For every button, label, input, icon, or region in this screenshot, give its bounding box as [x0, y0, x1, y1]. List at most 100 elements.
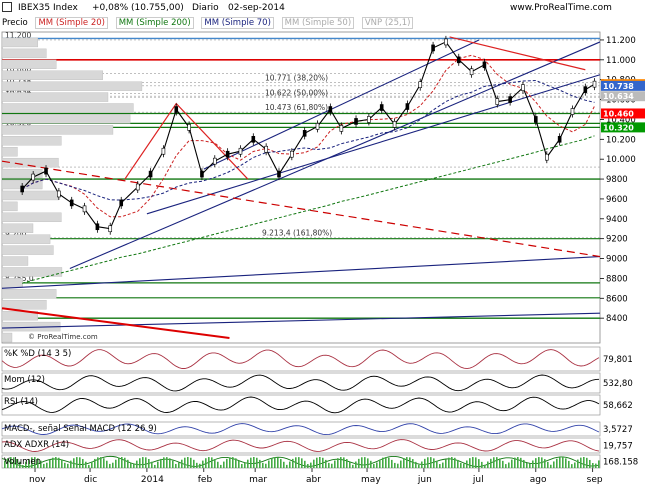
- y-tick-label: 9200: [606, 235, 628, 245]
- volume-bar: [598, 460, 600, 468]
- price-candle-body: [418, 81, 423, 88]
- price-candle-body: [379, 104, 384, 111]
- volume-profile-bar: [1, 48, 47, 59]
- price-candle-body: [200, 170, 204, 178]
- volume-bar: [193, 459, 195, 468]
- volume-bar: [61, 459, 63, 468]
- volume-bar: [382, 457, 384, 468]
- volume-bar: [376, 462, 378, 468]
- volume-bar: [91, 461, 93, 468]
- legend-mm70[interactable]: MM (Simple 70): [201, 17, 274, 29]
- volume-bar: [481, 461, 483, 468]
- indicator-label: Volumen: [4, 457, 41, 467]
- volume-bar: [499, 458, 501, 468]
- volume-bar: [262, 462, 264, 468]
- price-tag-label: 10.634: [603, 92, 634, 101]
- x-tick-label: jun: [417, 475, 432, 485]
- volume-bar: [160, 458, 162, 468]
- volume-profile-bar: [1, 256, 29, 266]
- volume-bar: [340, 457, 342, 468]
- volume-profile-bar: [1, 37, 39, 48]
- chart-header: IBEX35 Index +0,08% (10.755,00) Diario 0…: [0, 0, 650, 341]
- y-tick-label: 11.200: [606, 36, 636, 46]
- volume-bar: [292, 458, 294, 468]
- volume-bar: [307, 464, 309, 468]
- price-candle-body: [521, 84, 525, 91]
- volume-bar: [49, 459, 51, 468]
- volume-profile-bar: [1, 59, 57, 69]
- volume-bar: [439, 464, 441, 468]
- y-tick-label: 10.200: [606, 135, 636, 145]
- volume-bar: [223, 461, 225, 468]
- price-candle-body: [339, 125, 344, 132]
- volume-bar: [523, 459, 525, 468]
- legend-mm50[interactable]: MM (Simple 50): [281, 17, 355, 29]
- price-candle-body: [354, 118, 358, 125]
- volume-bar: [286, 464, 288, 468]
- volume-bar: [34, 457, 36, 468]
- volume-bar: [484, 464, 486, 468]
- volume-profile-bar: [1, 168, 43, 179]
- volume-bar: [124, 457, 126, 468]
- price-candle-body: [20, 185, 24, 193]
- volume-bar: [169, 458, 171, 468]
- volume-bar: [244, 462, 246, 468]
- y-tick-label: 9400: [606, 215, 628, 225]
- legend-vnp[interactable]: VNP (25,1): [361, 17, 414, 29]
- volume-bar: [508, 462, 510, 468]
- legend-mm200[interactable]: MM (Simple 200): [115, 17, 194, 29]
- y-tick-label: 10.000: [606, 155, 636, 165]
- price-candle-body: [264, 145, 268, 153]
- indicator-pane-5: ADX ADXR (14) 19,757: [1, 437, 647, 454]
- price-candle-body: [44, 167, 48, 175]
- volume-bar: [355, 461, 357, 468]
- volume-bar: [103, 458, 105, 468]
- volume-bar: [19, 461, 21, 468]
- volume-bar: [226, 458, 228, 468]
- mm70-line: [21, 79, 595, 201]
- volume-bar: [301, 458, 303, 468]
- price-candle-body: [31, 173, 35, 181]
- price-candle-body: [251, 136, 256, 143]
- price-candle-body: [315, 123, 320, 130]
- volume-profile-bar: [1, 245, 54, 255]
- indicator-value: 58,662: [603, 401, 633, 411]
- indicator-value-box: [601, 440, 647, 451]
- volume-bar: [412, 459, 414, 468]
- indicator-line: [1, 423, 600, 436]
- volume-bar: [256, 457, 258, 468]
- volume-bar: [394, 462, 396, 468]
- volume-bar: [463, 463, 465, 468]
- volume-bar: [364, 457, 366, 468]
- x-tick-label: sep: [587, 475, 603, 485]
- volume-bar: [238, 460, 240, 468]
- price-tag: [601, 108, 645, 119]
- volume-bar: [31, 457, 33, 468]
- volume-bar: [22, 464, 24, 468]
- volume-bar: [232, 457, 234, 468]
- volume-bar: [586, 457, 588, 468]
- volume-bar: [316, 457, 318, 468]
- menu-icon[interactable]: [2, 2, 12, 12]
- volume-bar: [13, 457, 15, 468]
- volume-bar: [454, 457, 456, 468]
- volume-bar: [259, 459, 261, 468]
- volume-bar: [133, 463, 135, 468]
- volume-bar: [565, 458, 567, 468]
- volume-bar: [175, 463, 177, 468]
- volume-bar: [559, 457, 561, 468]
- legend-mm20[interactable]: MM (Simple 20): [35, 17, 108, 29]
- volume-bar: [16, 458, 18, 468]
- level-label: 9.200: [5, 230, 27, 239]
- volume-bar: [448, 457, 450, 468]
- volume-profile-bar: [1, 147, 18, 157]
- volume-profile-bar: [1, 125, 114, 135]
- price-candle-body: [95, 223, 100, 231]
- indicator-line: [1, 439, 600, 452]
- volume-bar: [82, 458, 84, 468]
- volume-bar: [85, 461, 87, 468]
- volume-bar: [310, 462, 312, 468]
- trend-line-red: [1, 307, 230, 340]
- mm200-line: [22, 135, 595, 284]
